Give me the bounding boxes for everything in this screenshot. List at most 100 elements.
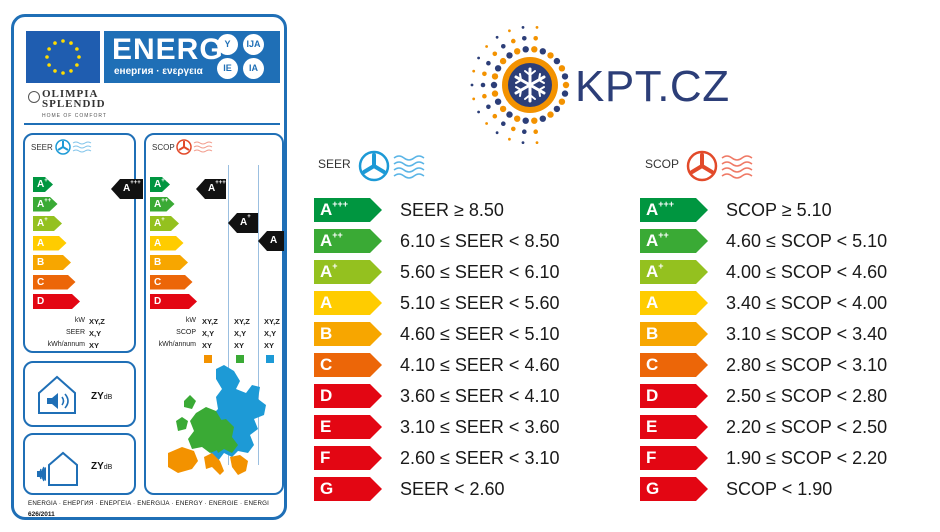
scop-rating-arrow: A+ [228, 213, 258, 233]
class-arrow: F [640, 446, 708, 470]
spec-value: X,Y [234, 329, 247, 338]
class-arrow: D [314, 384, 382, 408]
brand-mark-icon [28, 91, 40, 103]
language-bubble: IJA [243, 34, 264, 55]
language-bubble: Y [217, 34, 238, 55]
class-range: 2.50 ≤ SCOP < 2.80 [726, 386, 888, 406]
class-arrow: D [640, 384, 708, 408]
spec-value: X,Y [89, 329, 102, 338]
spec-label: kW [74, 317, 85, 324]
fan-heat-icon [686, 150, 753, 182]
table-row: E 3.10 ≤ SEER < 3.60 [314, 415, 594, 439]
seer-rating-arrow: A+++ [111, 179, 143, 199]
spec-value: XY [264, 341, 275, 350]
class-arrow: A [640, 291, 708, 315]
spec-value: XY,Z [234, 317, 250, 326]
kpt-logo: KPT.CZ [470, 10, 740, 160]
class-arrow: A+++ [314, 198, 382, 222]
table-row: B 3.10 ≤ SCOP < 3.40 [640, 322, 920, 346]
climate-zone-swatch [236, 355, 244, 363]
class-arrow: C [314, 353, 382, 377]
table-row: B 4.60 ≤ SEER < 5.10 [314, 322, 594, 346]
class-range: 4.60 ≤ SCOP < 5.10 [726, 231, 888, 251]
divider [24, 123, 280, 125]
table-row: A+ 4.00 ≤ SCOP < 4.60 [640, 260, 920, 284]
column-divider [258, 165, 259, 465]
class-range: SCOP < 1.90 [726, 479, 833, 499]
class-range: 5.10 ≤ SEER < 5.60 [400, 293, 560, 313]
column-divider [228, 165, 229, 465]
energy-band-arrow: C [33, 275, 76, 290]
spec-value: XY [89, 341, 100, 350]
fan-cold-icon [55, 139, 92, 155]
europe-climate-map [168, 365, 266, 475]
scop-panel-title: SCOP [152, 143, 175, 152]
brand-name: OLIMPIA SPLENDID [42, 88, 106, 110]
class-arrow: A++ [314, 229, 382, 253]
energy-band-arrow: D [33, 294, 80, 309]
class-range: 6.10 ≤ SEER < 8.50 [400, 231, 560, 251]
class-arrow: A++ [640, 229, 708, 253]
spec-value: XY [234, 341, 245, 350]
indoor-sound-level: ZYdB [91, 391, 113, 402]
spec-value: XY,Z [202, 317, 218, 326]
fan-cold-icon [358, 150, 425, 182]
energy-word: ENERG [112, 33, 224, 66]
brand-tagline: HOME OF COMFORT [42, 113, 107, 119]
class-arrow: G [314, 477, 382, 501]
energy-title-box: ENERG енергия · ενεργεια Y IJA IE IA [104, 31, 280, 83]
brand-logo: OLIMPIA SPLENDID HOME OF COMFORT [28, 89, 138, 121]
class-arrow: A [314, 291, 382, 315]
snowflake-sun-icon [470, 26, 570, 145]
spec-value: XY [202, 341, 213, 350]
seer-table-title: SEER [318, 157, 351, 171]
class-range: 2.80 ≤ SCOP < 3.10 [726, 355, 888, 375]
outdoor-sound-level: ZYdB [91, 461, 113, 472]
class-range: 4.60 ≤ SEER < 5.10 [400, 324, 560, 344]
class-range: SEER < 2.60 [400, 479, 505, 499]
class-range: 2.60 ≤ SEER < 3.10 [400, 448, 560, 468]
class-arrow: A+ [640, 260, 708, 284]
spec-label: SEER [65, 329, 85, 336]
scop-rating-arrow: A+++ [196, 179, 226, 199]
table-row: E 2.20 ≤ SCOP < 2.50 [640, 415, 920, 439]
class-arrow: C [640, 353, 708, 377]
outdoor-sound-panel: ZYdB [23, 433, 136, 495]
spec-label: kW [185, 317, 196, 324]
class-range: SEER ≥ 8.50 [400, 200, 504, 220]
table-row: A++ 6.10 ≤ SEER < 8.50 [314, 229, 594, 253]
regulation-number: 626/2011 [28, 511, 55, 518]
table-row: G SEER < 2.60 [314, 477, 594, 501]
spec-label: kWh/annum [158, 341, 196, 348]
table-row: A++ 4.60 ≤ SCOP < 5.10 [640, 229, 920, 253]
class-arrow: A+++ [640, 198, 708, 222]
energy-band-arrow: B [33, 255, 71, 270]
class-range: 3.40 ≤ SCOP < 4.00 [726, 293, 888, 313]
class-arrow: B [314, 322, 382, 346]
class-arrow: F [314, 446, 382, 470]
table-row: F 2.60 ≤ SEER < 3.10 [314, 446, 594, 470]
energy-band-arrow: C [150, 275, 193, 290]
table-row: A+++ SEER ≥ 8.50 [314, 198, 594, 222]
label-header: ENERG енергия · ενεργεια Y IJA IE IA [26, 31, 280, 83]
class-range: 4.10 ≤ SEER < 4.60 [400, 355, 560, 375]
class-arrow: E [314, 415, 382, 439]
seer-panel-title: SEER [31, 143, 53, 152]
kpt-wordmark: KPT.CZ [575, 62, 730, 111]
climate-zone-swatch [204, 355, 212, 363]
energy-band-arrow: A++ [33, 197, 58, 212]
language-bubble: IE [217, 58, 238, 79]
outdoor-speaker-house-icon [37, 451, 78, 486]
energy-label: ENERG енергия · ενεργεια Y IJA IE IA OLI… [11, 14, 287, 520]
class-range: 2.20 ≤ SCOP < 2.50 [726, 417, 888, 437]
table-row: D 2.50 ≤ SCOP < 2.80 [640, 384, 920, 408]
energy-band-arrow: D [150, 294, 197, 309]
energy-subtitle: енергия · ενεργεια [114, 66, 203, 77]
scop-rating-arrow: A [258, 231, 284, 251]
scop-table-title: SCOP [645, 157, 680, 171]
class-range: SCOP ≥ 5.10 [726, 200, 832, 220]
spec-label: SCOP [176, 329, 196, 336]
class-range: 3.10 ≤ SCOP < 3.40 [726, 324, 888, 344]
energy-band-arrow: A++ [150, 197, 175, 212]
table-row: C 2.80 ≤ SCOP < 3.10 [640, 353, 920, 377]
